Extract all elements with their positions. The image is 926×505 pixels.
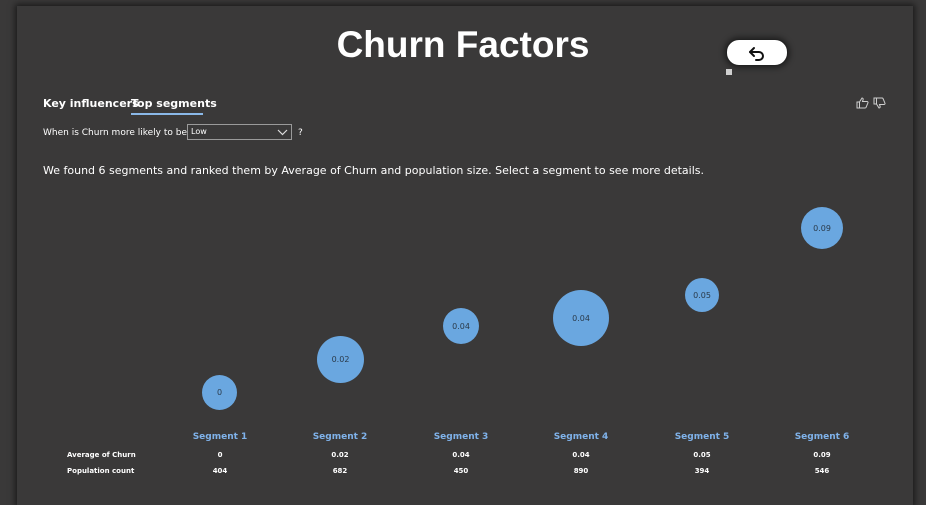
segment-bubble[interactable]: 0.05 xyxy=(685,278,719,312)
segment-label[interactable]: Segment 3 xyxy=(433,432,489,442)
segment-population: 394 xyxy=(694,467,710,475)
segment-label[interactable]: Segment 6 xyxy=(794,432,850,442)
page-title: Churn Factors xyxy=(336,24,590,65)
segment-label[interactable]: Segment 1 xyxy=(192,432,248,442)
segments-summary: We found 6 segments and ranked them by A… xyxy=(43,164,704,177)
bubble-value: 0.09 xyxy=(813,223,831,233)
selection-handle[interactable] xyxy=(726,69,732,75)
segment-population: 682 xyxy=(332,467,348,475)
segment-avg-churn: 0.05 xyxy=(693,451,711,459)
segment-avg-churn: 0.02 xyxy=(331,451,349,459)
segment-avg-churn: 0.04 xyxy=(452,451,470,459)
bubble-value: 0.04 xyxy=(452,321,470,331)
segment-population: 404 xyxy=(212,467,228,475)
segment-avg-churn: 0.09 xyxy=(813,451,831,459)
segment-bubble[interactable]: 0.04 xyxy=(443,308,479,344)
row-label-avg-churn: Average of Churn xyxy=(67,451,136,459)
question-label: When is Churn more likely to be xyxy=(43,128,187,138)
active-tab-indicator xyxy=(131,113,203,115)
question-mark: ? xyxy=(298,128,303,138)
segment-label[interactable]: Segment 5 xyxy=(674,432,730,442)
segment-bubble[interactable]: 0.02 xyxy=(317,336,364,383)
segment-avg-churn: 0.04 xyxy=(572,451,590,459)
segment-bubble[interactable]: 0.04 xyxy=(553,290,609,346)
back-button[interactable] xyxy=(726,39,788,66)
segment-population: 890 xyxy=(573,467,589,475)
segment-label[interactable]: Segment 4 xyxy=(553,432,609,442)
bubble-value: 0.04 xyxy=(572,313,590,323)
feedback-group xyxy=(856,97,886,109)
bubble-value: 0.05 xyxy=(693,290,711,300)
segment-population: 450 xyxy=(453,467,469,475)
tab-key-influencers[interactable]: Key influencers xyxy=(43,97,139,110)
segment-avg-churn: 0 xyxy=(217,451,223,459)
bubble-value: 0 xyxy=(216,388,223,397)
chevron-down-icon xyxy=(277,129,288,136)
undo-arrow-icon xyxy=(749,46,764,61)
dropdown-selected-value: Low xyxy=(191,127,207,136)
thumbs-up-icon[interactable] xyxy=(856,97,869,109)
churn-value-dropdown[interactable]: Low xyxy=(187,124,292,140)
bubble-value: 0.02 xyxy=(331,355,350,364)
visual-frame xyxy=(17,6,913,505)
segment-bubble[interactable]: 0.09 xyxy=(801,207,843,249)
segment-population: 546 xyxy=(814,467,830,475)
thumbs-down-icon[interactable] xyxy=(873,97,886,109)
tab-top-segments[interactable]: Top segments xyxy=(131,97,217,110)
row-label-population: Population count xyxy=(67,467,135,475)
segment-bubble[interactable]: 0 xyxy=(202,375,237,410)
segment-label[interactable]: Segment 2 xyxy=(312,432,368,442)
